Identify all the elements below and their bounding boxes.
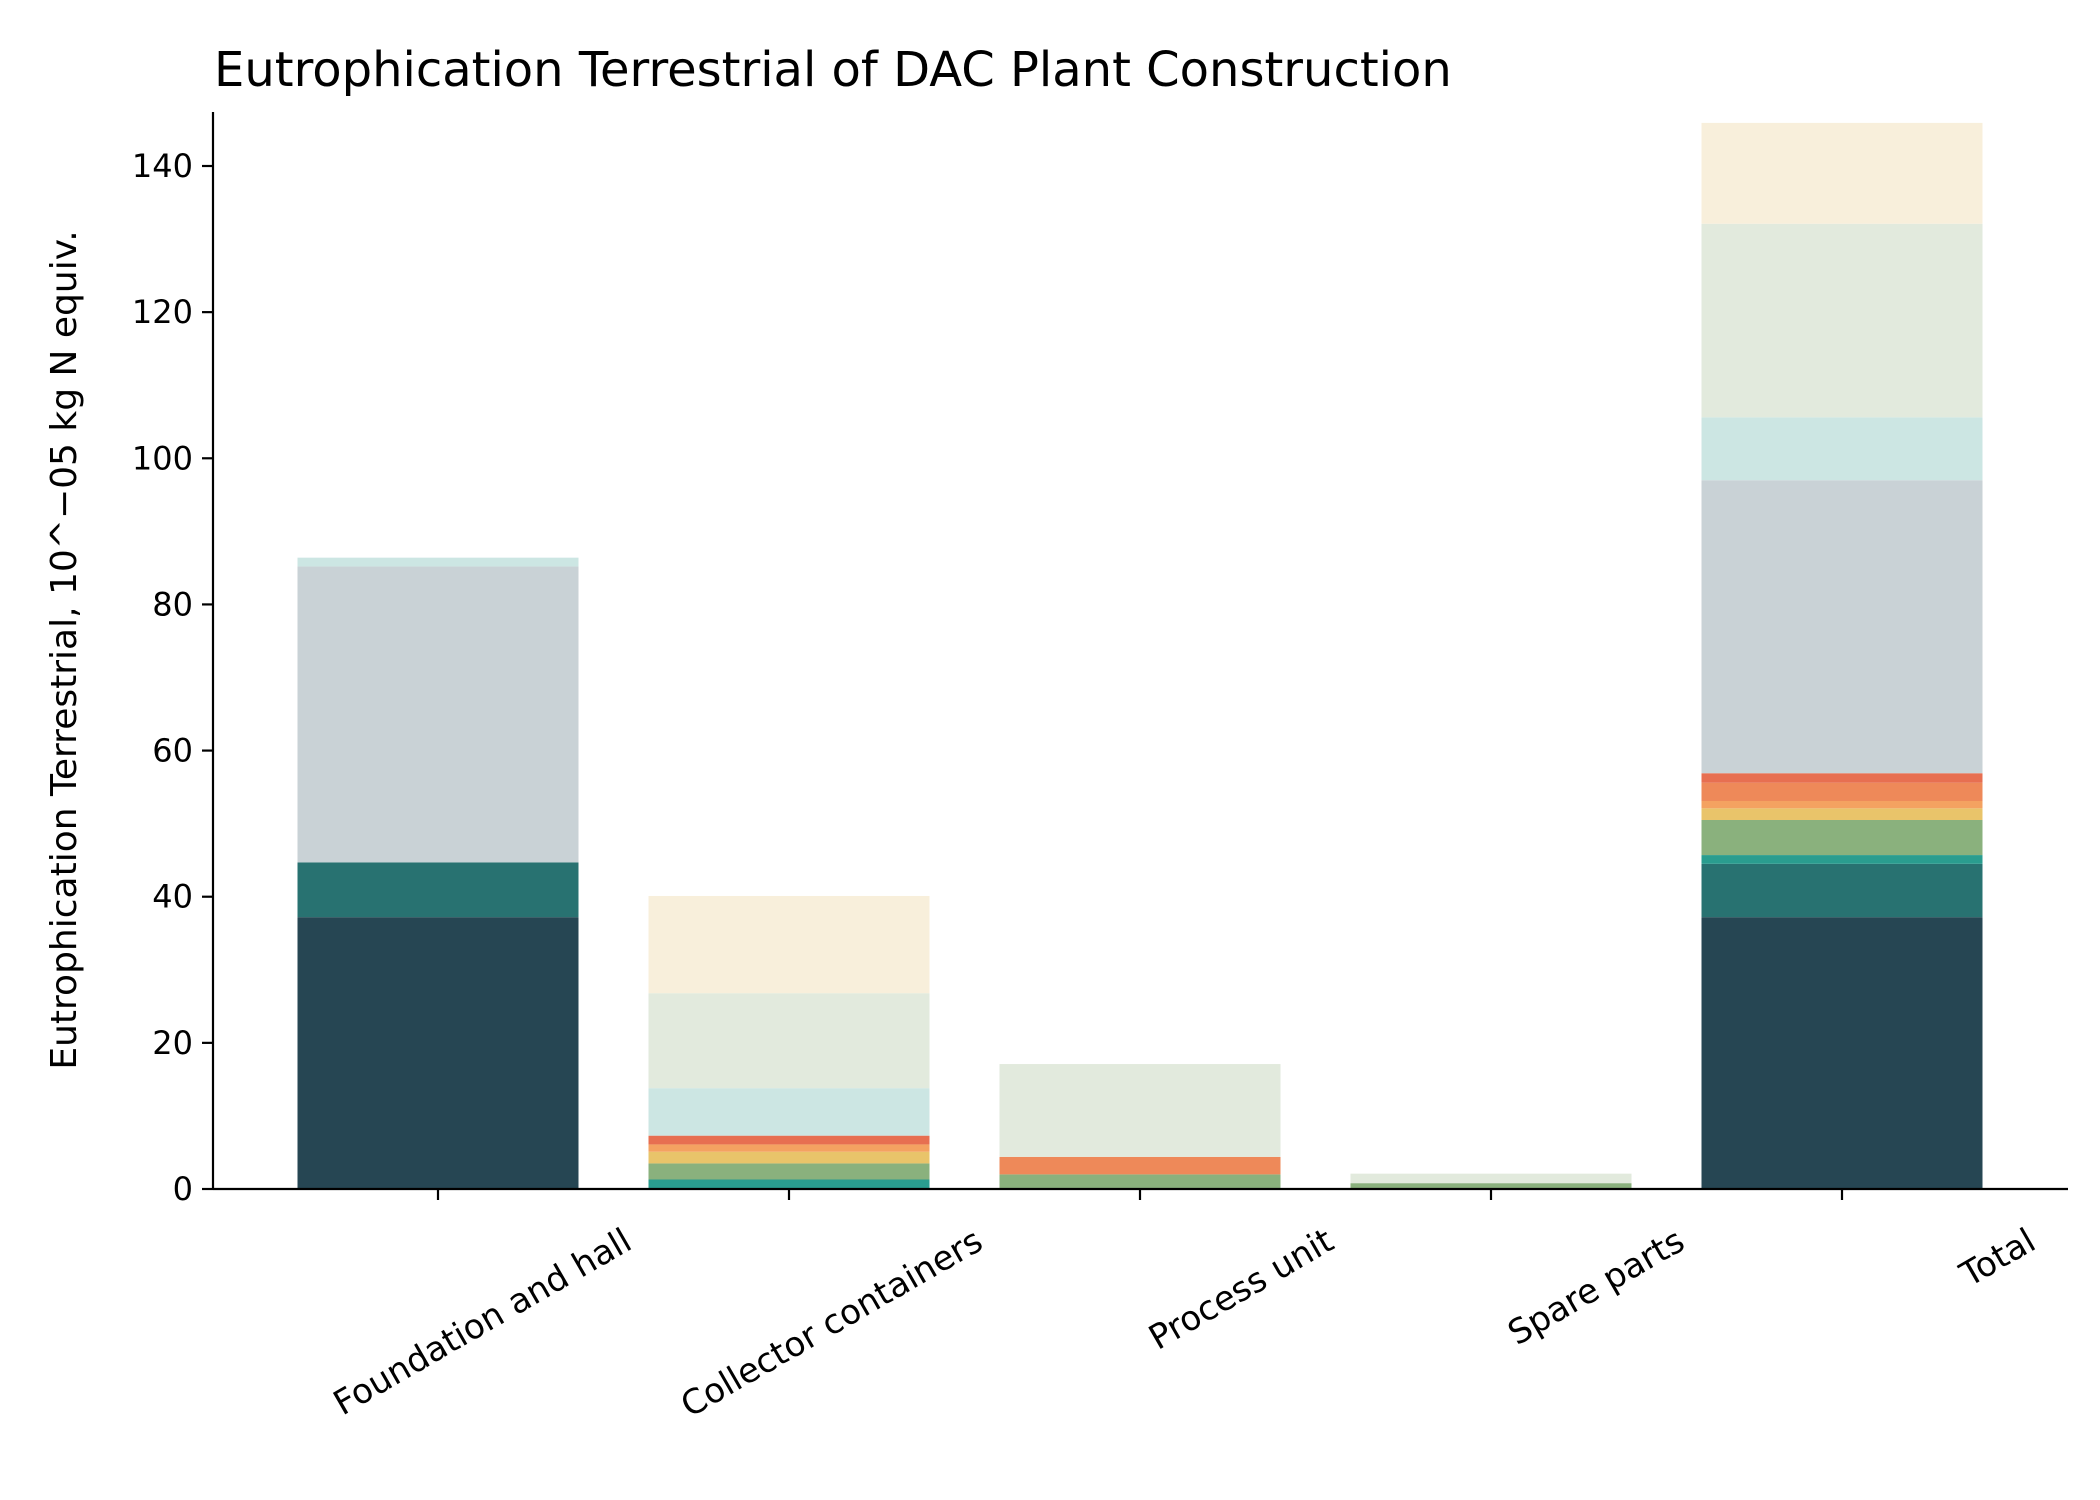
bar-segment-0-1 bbox=[297, 862, 579, 918]
bar-segment-1-3 bbox=[648, 1163, 930, 1180]
bar-segment-4-2 bbox=[1701, 855, 1983, 864]
chart-title: Eutrophication Terrestrial of DAC Plant … bbox=[214, 42, 1452, 98]
bar-segment-3-3 bbox=[1350, 1183, 1632, 1189]
bar-segment-4-10 bbox=[1701, 223, 1983, 418]
bar-segment-2-10 bbox=[999, 1064, 1281, 1157]
x-category-label-4: Total bbox=[1953, 1221, 2043, 1296]
bar-segment-1-2 bbox=[648, 1179, 930, 1189]
bar-segment-0-8 bbox=[297, 566, 579, 863]
bar-segment-4-11 bbox=[1701, 122, 1983, 224]
bar-segment-2-6 bbox=[999, 1156, 1281, 1175]
bar-segment-4-7 bbox=[1701, 773, 1983, 783]
x-category-label-0: Foundation and hall bbox=[327, 1221, 639, 1424]
bar-segment-1-7 bbox=[648, 1135, 930, 1145]
bar-segment-0-0 bbox=[297, 917, 579, 1189]
y-tick-label-60: 60 bbox=[152, 732, 193, 770]
bar-segment-2-3 bbox=[999, 1174, 1281, 1189]
bar-segment-4-1 bbox=[1701, 863, 1983, 918]
bars-layer bbox=[297, 122, 1983, 1189]
bar-segment-4-0 bbox=[1701, 917, 1983, 1189]
y-tick-label-140: 140 bbox=[132, 147, 193, 185]
x-category-label-1: Collector containers bbox=[674, 1221, 989, 1426]
y-tick-label-100: 100 bbox=[132, 439, 193, 477]
bar-segment-1-11 bbox=[648, 895, 930, 994]
bar-segment-4-4 bbox=[1701, 808, 1983, 820]
bar-segment-4-6 bbox=[1701, 782, 1983, 801]
bar-segment-0-9 bbox=[297, 557, 579, 567]
y-tick-label-20: 20 bbox=[152, 1024, 193, 1062]
y-tick-label-40: 40 bbox=[152, 878, 193, 916]
y-tick-label-120: 120 bbox=[132, 293, 193, 331]
bar-segment-3-10 bbox=[1350, 1173, 1632, 1184]
x-category-label-3: Spare parts bbox=[1501, 1221, 1691, 1354]
bar-segment-1-9 bbox=[648, 1088, 930, 1136]
y-tick-label-0: 0 bbox=[173, 1170, 193, 1208]
bar-segment-4-5 bbox=[1701, 800, 1983, 809]
bar-segment-1-5 bbox=[648, 1144, 930, 1152]
x-category-label-2: Process unit bbox=[1142, 1221, 1340, 1358]
y-tick-label-80: 80 bbox=[152, 585, 193, 623]
bar-segment-1-10 bbox=[648, 993, 930, 1089]
bar-segment-1-4 bbox=[648, 1151, 930, 1164]
bar-segment-4-3 bbox=[1701, 819, 1983, 856]
bar-segment-4-9 bbox=[1701, 417, 1983, 481]
bar-segment-4-8 bbox=[1701, 480, 1983, 774]
y-axis-label: Eutrophication Terrestrial, 10^−05 kg N … bbox=[44, 230, 85, 1069]
